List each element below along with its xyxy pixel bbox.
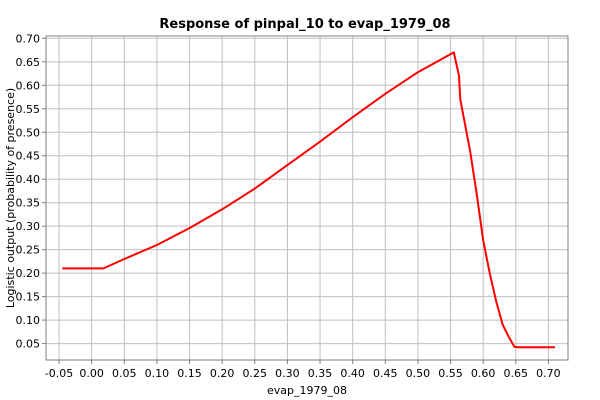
y-tick-label: 0.35 bbox=[16, 197, 41, 210]
x-tick-label: 0.40 bbox=[340, 367, 365, 380]
y-tick-label: 0.05 bbox=[16, 338, 41, 351]
plot-area bbox=[46, 36, 568, 360]
x-tick-label: 0.50 bbox=[406, 367, 431, 380]
chart-title: Response of pinpal_10 to evap_1979_08 bbox=[159, 17, 450, 32]
y-tick-label: 0.25 bbox=[16, 244, 41, 257]
y-tick-label: 0.65 bbox=[16, 56, 41, 69]
x-tick-label: 0.25 bbox=[243, 367, 268, 380]
x-tick-label: 0.00 bbox=[79, 367, 104, 380]
y-axis: 0.05 0.10 0.15 0.20 0.25 0.30 0.35 0.40 0.45 0.50… bbox=[16, 32, 46, 351]
y-tick-label: 0.15 bbox=[16, 291, 41, 304]
x-tick-label: 0.35 bbox=[308, 367, 333, 380]
x-tick-label: 0.65 bbox=[504, 367, 529, 380]
y-tick-label: 0.55 bbox=[16, 103, 41, 116]
plot-border bbox=[45, 35, 569, 361]
series-line bbox=[62, 51, 555, 349]
x-tick-label: -0.05 bbox=[45, 367, 73, 380]
x-axis: -0.05 0.00 0.05 0.10 0.15 0.20 0.25 0.30 0.35 0.4… bbox=[45, 360, 561, 380]
y-tick-label: 0.10 bbox=[16, 314, 41, 327]
x-tick-label: 0.15 bbox=[177, 367, 202, 380]
x-tick-label: 0.55 bbox=[438, 367, 463, 380]
y-tick-label: 0.45 bbox=[16, 150, 41, 163]
x-tick-label: 0.05 bbox=[112, 367, 137, 380]
y-tick-label: 0.40 bbox=[16, 173, 41, 186]
x-tick-label: 0.45 bbox=[373, 367, 398, 380]
x-tick-label: 0.20 bbox=[210, 367, 235, 380]
y-axis-label: Logistic output (probability of presence… bbox=[4, 88, 17, 308]
y-tick-label: 0.60 bbox=[16, 79, 41, 92]
y-tick-label: 0.30 bbox=[16, 220, 41, 233]
grid bbox=[46, 36, 568, 360]
x-tick-label: 0.10 bbox=[145, 367, 170, 380]
x-tick-label: 0.70 bbox=[536, 367, 561, 380]
series-layer bbox=[62, 51, 555, 349]
y-tick-label: 0.20 bbox=[16, 267, 41, 280]
x-tick-label: 0.30 bbox=[275, 367, 300, 380]
x-axis-label: evap_1979_08 bbox=[267, 384, 347, 397]
y-tick-label: 0.50 bbox=[16, 126, 41, 139]
y-tick-label: 0.70 bbox=[16, 32, 41, 45]
x-tick-label: 0.60 bbox=[471, 367, 496, 380]
